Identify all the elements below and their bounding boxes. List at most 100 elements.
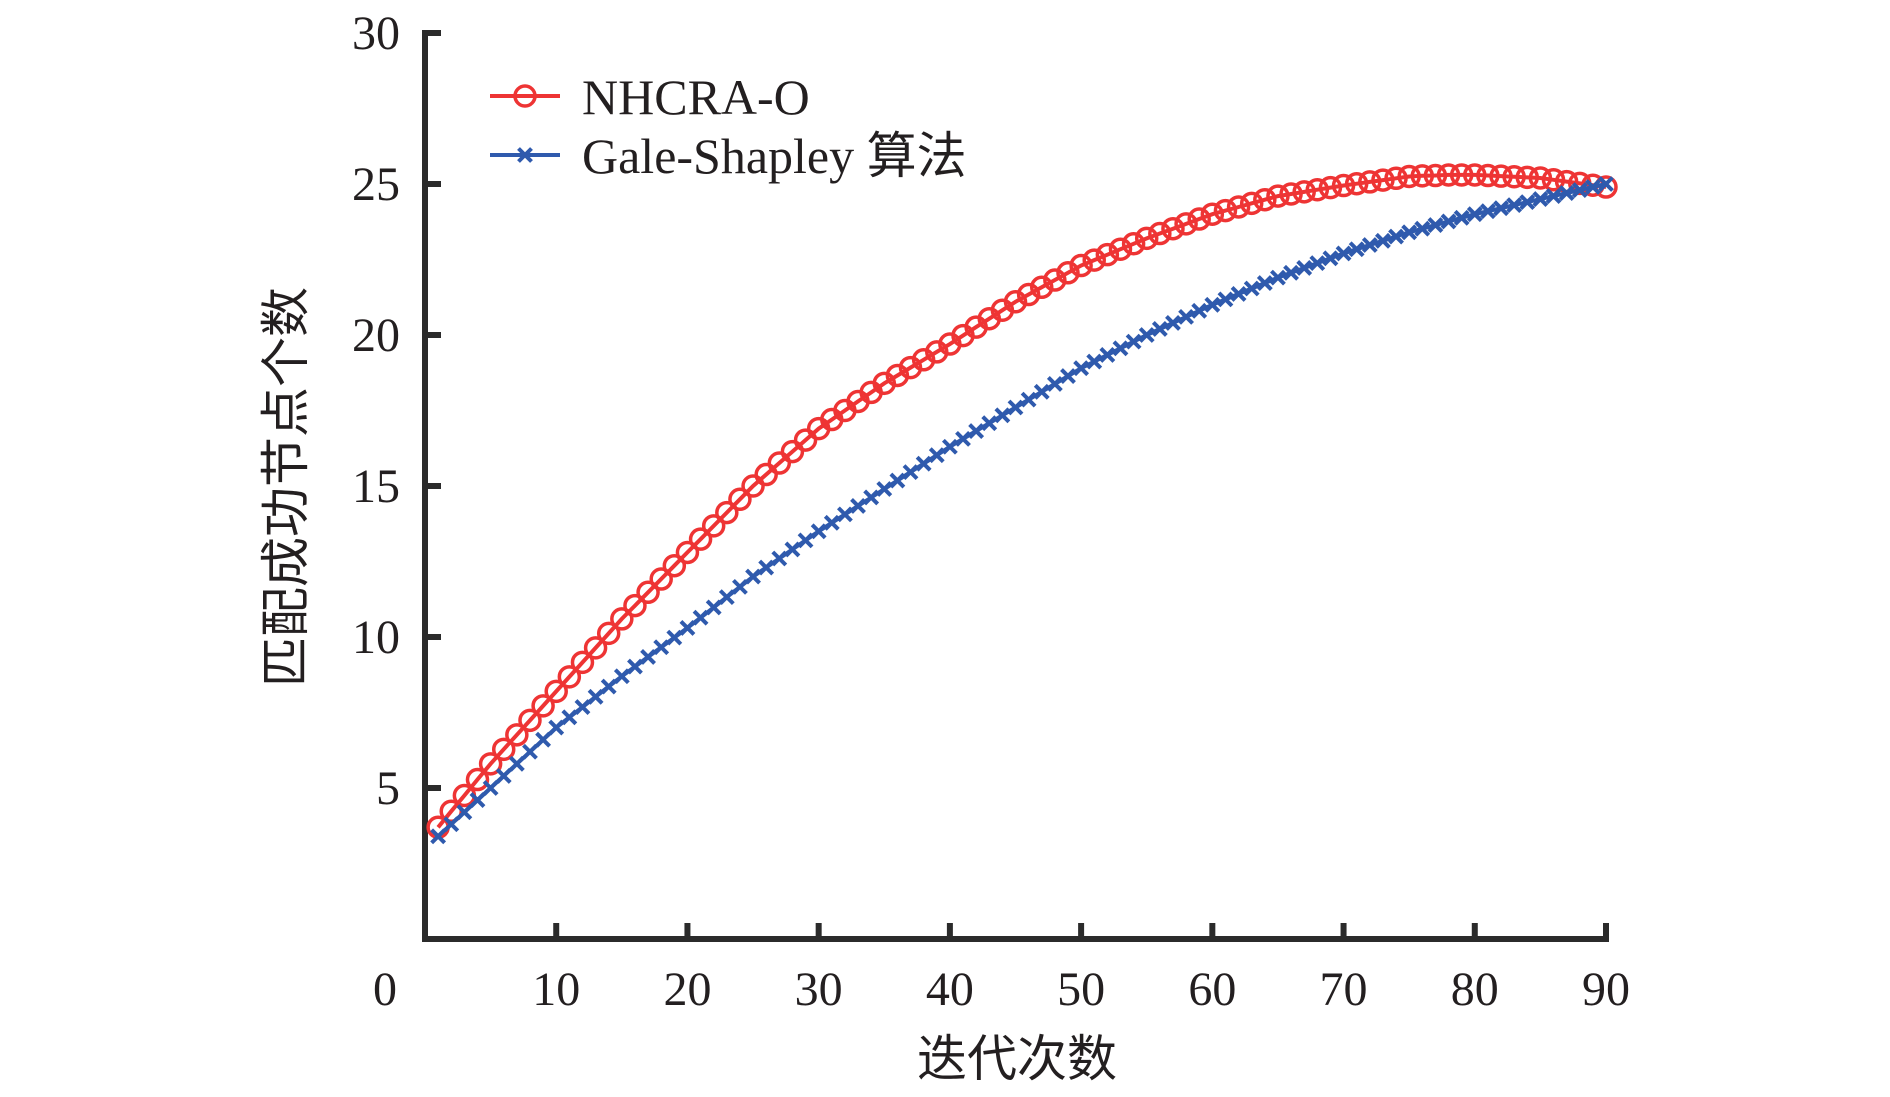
data-point (1423, 163, 1448, 188)
data-point (1541, 168, 1566, 192)
data-point (465, 767, 490, 792)
data-point (797, 532, 814, 549)
legend-circle-marker-icon (513, 84, 537, 108)
data-point (1200, 202, 1225, 226)
data-point (1440, 213, 1457, 230)
x-tick-label: 60 (1188, 963, 1236, 1016)
data-point (1427, 217, 1444, 233)
data-point (666, 629, 683, 646)
data-point (1099, 347, 1116, 363)
data-point (1069, 253, 1093, 278)
x-tick-label: 0 (373, 963, 397, 1016)
data-point (1558, 185, 1575, 201)
data-point (1270, 269, 1286, 286)
data-point (649, 567, 673, 591)
data-point (1151, 321, 1168, 337)
y-tick-label: 5 (376, 762, 400, 815)
data-point (1239, 191, 1264, 216)
data-point (522, 743, 538, 760)
data-point (1046, 376, 1063, 392)
data-point (1344, 171, 1369, 196)
data-point (508, 755, 525, 772)
data-point (478, 752, 503, 776)
data-point (1331, 173, 1356, 198)
data-point (574, 699, 591, 715)
data-point (793, 428, 818, 452)
data-point (600, 678, 617, 695)
data-point (1029, 275, 1054, 300)
data-point (1125, 333, 1142, 350)
data-point (587, 688, 604, 705)
data-point (1204, 296, 1221, 313)
data-point (1436, 163, 1461, 187)
x-tick-label: 80 (1451, 963, 1499, 1016)
data-point (771, 550, 788, 567)
data-point (627, 658, 643, 675)
data-point (728, 487, 752, 512)
data-point (1489, 164, 1513, 188)
axes: 0 10 20 30 40 50 60 70 80 90 5 10 15 20 25 30 (352, 7, 1630, 1016)
data-point (505, 723, 529, 747)
data-point (1335, 245, 1352, 262)
data-point (1148, 221, 1172, 246)
legend-label-gale-shapley: Gale-Shapley 算法 (582, 128, 967, 184)
data-point (1073, 360, 1090, 377)
data-point (610, 607, 634, 631)
data-point (1178, 308, 1195, 325)
data-point (636, 580, 660, 605)
data-point (1358, 170, 1382, 194)
data-point (1266, 184, 1290, 208)
data-point (1296, 260, 1313, 276)
data-point (745, 568, 761, 585)
series-gale-shapley (430, 176, 1614, 845)
data-point (1388, 228, 1404, 245)
data-point (548, 719, 565, 736)
data-point (1279, 182, 1303, 206)
y-tick-label: 15 (352, 460, 400, 513)
data-point (430, 828, 447, 845)
data-point (955, 430, 971, 447)
data-point (863, 489, 880, 506)
data-point (557, 665, 582, 689)
data-point (1361, 237, 1378, 253)
legend: NHCRA-O Gale-Shapley 算法 (490, 69, 967, 184)
data-point (1515, 165, 1540, 190)
data-point (1253, 187, 1277, 212)
data-point (1020, 391, 1037, 408)
data-point (1213, 198, 1238, 223)
data-point (915, 455, 932, 472)
y-tick-label: 10 (352, 611, 400, 664)
data-point (1384, 166, 1408, 191)
data-point (767, 451, 792, 475)
data-point (1318, 175, 1343, 200)
data-point (1371, 168, 1395, 192)
data-point (1506, 197, 1523, 214)
data-point (836, 506, 853, 523)
data-point (1545, 188, 1562, 204)
data-point (1502, 165, 1526, 189)
data-point (994, 407, 1011, 424)
data-point (1283, 264, 1299, 281)
data-point (518, 708, 542, 733)
data-point (443, 816, 460, 833)
data-point (1191, 302, 1208, 319)
data-point (1112, 340, 1129, 357)
data-point (1007, 399, 1024, 416)
x-ticks: 0 10 20 30 40 50 60 70 80 90 (373, 923, 1630, 1016)
data-point (679, 620, 696, 636)
data-point (1375, 232, 1391, 249)
data-point (1348, 241, 1365, 258)
data-point (531, 694, 555, 718)
data-point (1060, 368, 1076, 384)
data-point (1043, 268, 1067, 292)
data-point (718, 589, 735, 606)
data-point (1033, 383, 1050, 400)
data-point (1138, 327, 1155, 343)
data-point (495, 768, 512, 784)
data-point (640, 649, 656, 665)
legend-x-marker-icon (517, 147, 533, 163)
series-line (436, 172, 1607, 829)
data-point (1161, 216, 1185, 241)
y-axis-title: 匹配成功节点个数 (257, 287, 315, 687)
data-point (1086, 353, 1103, 370)
